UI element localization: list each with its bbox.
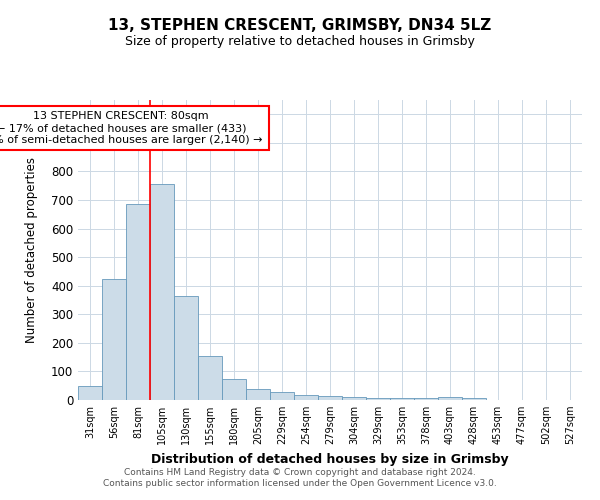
Bar [270,392,294,400]
Bar [174,296,198,400]
Text: Size of property relative to detached houses in Grimsby: Size of property relative to detached ho… [125,35,475,48]
Bar [318,396,342,400]
Y-axis label: Number of detached properties: Number of detached properties [25,157,38,343]
Bar [438,398,462,400]
Bar [390,398,414,400]
Bar [414,398,438,400]
Bar [102,279,126,400]
Bar [342,398,366,400]
Bar [246,388,270,400]
Bar [78,386,102,400]
Bar [126,204,150,400]
Text: 13 STEPHEN CRESCENT: 80sqm
← 17% of detached houses are smaller (433)
83% of sem: 13 STEPHEN CRESCENT: 80sqm ← 17% of deta… [0,112,263,144]
Bar [294,396,318,400]
X-axis label: Distribution of detached houses by size in Grimsby: Distribution of detached houses by size … [151,452,509,466]
Bar [462,398,486,400]
Bar [366,398,390,400]
Bar [198,356,222,400]
Text: 13, STEPHEN CRESCENT, GRIMSBY, DN34 5LZ: 13, STEPHEN CRESCENT, GRIMSBY, DN34 5LZ [109,18,491,32]
Bar [222,378,246,400]
Bar [150,184,174,400]
Text: Contains HM Land Registry data © Crown copyright and database right 2024.
Contai: Contains HM Land Registry data © Crown c… [103,468,497,487]
